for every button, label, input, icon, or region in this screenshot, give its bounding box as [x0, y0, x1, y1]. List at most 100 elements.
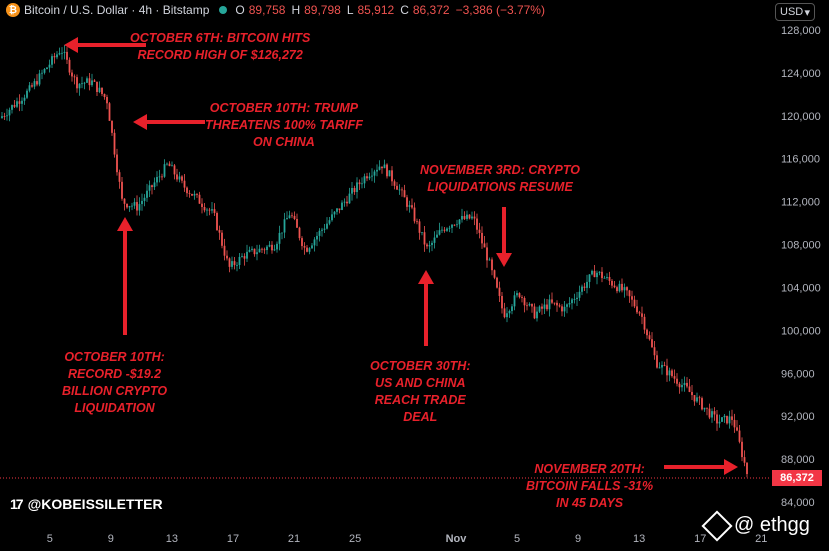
candle-body [563, 306, 566, 312]
currency-selector[interactable]: USD ▾ [775, 3, 815, 21]
candle-body [408, 205, 411, 207]
candle-body [603, 277, 606, 279]
arrow-head [418, 270, 434, 284]
candle-body [608, 276, 611, 281]
candle-body [196, 193, 198, 195]
chevron-down-icon: ▾ [804, 6, 810, 19]
candle-body [393, 181, 396, 186]
candle-body [723, 415, 726, 418]
candle-body [343, 201, 346, 203]
candle-body [363, 176, 366, 184]
candle-body [483, 243, 486, 248]
candle-body [496, 277, 498, 288]
candle-body [38, 73, 41, 85]
candle-body [113, 132, 116, 155]
candle-body [588, 274, 591, 282]
high-label: H [291, 3, 301, 17]
candle-body [263, 249, 266, 251]
annotation-line: IN 45 DAYS [555, 496, 624, 510]
candle-body [596, 272, 598, 278]
candle-body [571, 299, 573, 304]
annotation-line: OCTOBER 6TH: BITCOIN HITS [130, 31, 311, 45]
candle-body [256, 252, 258, 255]
candle-body [138, 204, 141, 211]
candle-body [311, 245, 313, 249]
candle-body [713, 411, 716, 415]
candle-body [538, 306, 541, 312]
candle-body [166, 163, 168, 165]
candle-body [246, 251, 248, 259]
candle-body [78, 83, 81, 89]
candle-body [658, 367, 661, 369]
candle-body [621, 283, 623, 291]
candle-body [323, 228, 326, 230]
candle-body [108, 103, 111, 121]
candle-body [96, 81, 98, 92]
annotation-line: OCTOBER 10TH: [64, 350, 165, 364]
candle-body [403, 190, 406, 198]
candle-body [461, 216, 463, 220]
candle-body [338, 208, 341, 210]
candle-body [746, 462, 748, 475]
low-value: 85,912 [357, 3, 395, 17]
candle-body [136, 202, 138, 211]
candle-body [411, 205, 413, 208]
arrow-head [117, 217, 133, 231]
candle-body [58, 53, 61, 55]
candle-body [226, 255, 228, 259]
bitcoin-icon: ₿ [6, 3, 20, 17]
candle-body [206, 209, 208, 211]
candle-body [546, 304, 548, 310]
candle-body [506, 313, 508, 318]
candle-body [98, 87, 101, 92]
candle-body [33, 81, 36, 87]
candle-body [556, 302, 558, 306]
candle-body [216, 212, 218, 231]
candle-body [81, 83, 83, 85]
candle-body [191, 193, 193, 196]
candle-body [703, 407, 706, 410]
candle-body [141, 200, 143, 205]
candle-body [701, 398, 703, 410]
candle-body [366, 176, 368, 179]
candle-body [728, 416, 731, 424]
symbol-title[interactable]: Bitcoin / U.S. Dollar · 4h · Bitstamp [24, 3, 210, 17]
candle-body [666, 365, 668, 376]
annotation-line: NOVEMBER 3RD: CRYPTO [420, 163, 580, 177]
candle-body [178, 176, 181, 180]
candle-body [501, 295, 503, 309]
candle-body [441, 229, 443, 231]
candle-body [638, 312, 641, 314]
candle-body [581, 286, 583, 292]
candle-body [321, 229, 323, 231]
candle-body [91, 80, 93, 86]
candle-body [553, 302, 556, 304]
y-axis: 84,000 88,000 92,000 96,000 100,000 104,000 10… [781, 25, 821, 509]
candle-body [128, 206, 131, 208]
candle-body [101, 87, 103, 94]
annotation-nov3: NOVEMBER 3RD: CRYPTO LIQUIDATIONS RESUME [420, 162, 580, 196]
candle-body [293, 215, 296, 219]
candle-body [641, 313, 643, 317]
candle-body [21, 100, 23, 104]
annotation-oct30: OCTOBER 30TH: US AND CHINA REACH TRADE D… [370, 358, 470, 426]
candle-body [673, 376, 676, 379]
candle-body [296, 218, 298, 228]
candle-body [188, 193, 191, 194]
annotation-line: REACH TRADE [374, 393, 466, 407]
candle-body [341, 202, 343, 210]
candle-body [211, 209, 213, 211]
candle-body [63, 51, 66, 53]
candle-body [623, 287, 626, 291]
candle-body [651, 339, 653, 348]
y-tick-label: 100,000 [781, 325, 821, 337]
candle-body [181, 176, 183, 181]
candle-body [498, 287, 501, 296]
market-status-icon [219, 6, 228, 14]
candle-body [628, 290, 631, 297]
annotation-line: OCTOBER 30TH: [370, 359, 471, 373]
candle-body [451, 224, 453, 228]
candle-body [371, 175, 373, 177]
candle-body [678, 383, 681, 388]
